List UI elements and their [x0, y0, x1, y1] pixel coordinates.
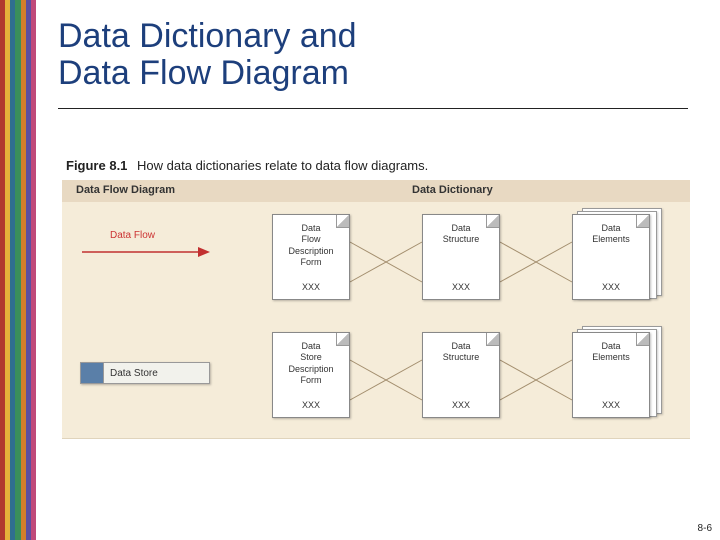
left-stripe-decoration — [0, 0, 36, 540]
document-stack: DataStructure XXX — [422, 214, 506, 308]
data-flow-label: Data Flow — [110, 230, 155, 241]
slide-title: Data Dictionary and Data Flow Diagram — [58, 18, 357, 93]
column-header-band: Data Flow Diagram Data Dictionary — [62, 180, 690, 203]
document-front: DataElements XXX — [572, 332, 650, 418]
document-text-line: Data — [577, 223, 645, 234]
document-text-line: Structure — [427, 352, 495, 363]
diagram-area: Data Flow Diagram Data Dictionary Data F… — [62, 180, 690, 440]
page-fold-icon — [336, 215, 349, 228]
data-flow-arrow: Data Flow — [80, 244, 210, 268]
document-text-line: Data — [277, 223, 345, 234]
title-line1: Data Dictionary and — [58, 18, 357, 55]
diagram-row-2: Data StoreDataStoreDescriptionFormXXXDat… — [62, 320, 690, 439]
page-fold-icon — [636, 215, 649, 228]
figure-caption: Figure 8.1 How data dictionaries relate … — [66, 158, 428, 173]
document-stack: DataElements XXX — [572, 332, 656, 426]
document-text-line: Description — [277, 364, 345, 375]
header-left: Data Flow Diagram — [76, 184, 175, 196]
document-text-line: Data — [427, 341, 495, 352]
document-text-line: Description — [277, 246, 345, 257]
data-store-symbol: Data Store — [80, 362, 210, 384]
title-underline — [58, 108, 688, 109]
figure-text: How data dictionaries relate to data flo… — [137, 158, 428, 173]
document-xxx: XXX — [423, 282, 499, 293]
document-front: DataStructure XXX — [422, 214, 500, 300]
document-stack: DataElements XXX — [572, 214, 656, 308]
document-xxx: XXX — [573, 282, 649, 293]
page-fold-icon — [486, 333, 499, 346]
document-text-line: Data — [577, 341, 645, 352]
diagram-row-1: Data FlowDataFlowDescriptionFormXXXDataS… — [62, 202, 690, 321]
document-front: DataStoreDescriptionForm XXX — [272, 332, 350, 418]
page-fold-icon — [636, 333, 649, 346]
document-xxx: XXX — [573, 400, 649, 411]
stripe — [31, 0, 36, 540]
document-text-line: Flow — [277, 234, 345, 245]
document-text-line: Store — [277, 352, 345, 363]
document-stack: DataFlowDescriptionForm XXX — [272, 214, 356, 308]
data-store-tab — [80, 362, 103, 384]
document-front: DataElements XXX — [572, 214, 650, 300]
document-front: DataFlowDescriptionForm XXX — [272, 214, 350, 300]
document-text-line: Data — [277, 341, 345, 352]
document-front: DataStructure XXX — [422, 332, 500, 418]
page-number: 8-6 — [698, 523, 712, 534]
data-store-label: Data Store — [103, 362, 210, 384]
document-text-line: Form — [277, 375, 345, 386]
title-line2: Data Flow Diagram — [58, 55, 357, 92]
document-xxx: XXX — [273, 282, 349, 293]
document-text-line: Elements — [577, 352, 645, 363]
figure-number: Figure 8.1 — [66, 158, 127, 173]
document-text-line: Data — [427, 223, 495, 234]
header-right: Data Dictionary — [412, 184, 493, 196]
document-xxx: XXX — [423, 400, 499, 411]
document-text-line: Form — [277, 257, 345, 268]
document-xxx: XXX — [273, 400, 349, 411]
document-stack: DataStoreDescriptionForm XXX — [272, 332, 356, 426]
page-fold-icon — [336, 333, 349, 346]
page-fold-icon — [486, 215, 499, 228]
document-stack: DataStructure XXX — [422, 332, 506, 426]
document-text-line: Elements — [577, 234, 645, 245]
document-text-line: Structure — [427, 234, 495, 245]
arrow-icon — [80, 244, 210, 260]
